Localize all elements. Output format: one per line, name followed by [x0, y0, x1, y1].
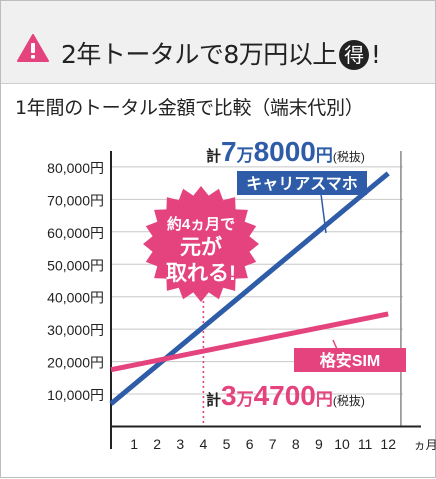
- mvno-series-label: 格安SIM: [320, 351, 380, 370]
- carrier-series-label-box: [237, 171, 367, 195]
- y-tick-label: 10,000円: [47, 387, 104, 403]
- y-tick-label: 40,000円: [47, 290, 104, 306]
- x-tick-label: 12: [380, 436, 396, 452]
- y-tick-label: 60,000円: [47, 225, 104, 241]
- x-tick-label: 11: [358, 436, 373, 452]
- callout-text: 約4ヵ月で: [167, 215, 235, 233]
- headline-exclamation: !: [370, 40, 381, 69]
- x-tick-label: 6: [246, 436, 254, 452]
- x-unit-label: ヵ月: [414, 438, 436, 452]
- y-tick-label: 80,000円: [47, 160, 104, 176]
- mvno-sim-line: [110, 311, 389, 373]
- plot-area: [111, 151, 421, 427]
- mvno-total-annotation: 計3万4700円(税抜): [206, 380, 365, 411]
- headline-text: 2年トータルで8万円以上: [61, 40, 337, 69]
- breakeven-callout-starburst: [143, 186, 259, 302]
- x-tick-label: 8: [292, 436, 300, 452]
- callout-text: 取れる!: [166, 262, 236, 285]
- x-tick-label: 2: [153, 436, 161, 452]
- warning-triangle-icon: [17, 34, 49, 62]
- callout-text: 元が: [180, 235, 222, 259]
- x-tick-label: 7: [269, 436, 277, 452]
- x-tick-label: 5: [223, 436, 231, 452]
- carrier-smartphone-line: [109, 171, 390, 406]
- x-tick-label: 1: [130, 436, 138, 452]
- x-tick-label: 10: [334, 436, 350, 452]
- x-tick-label: 9: [315, 436, 323, 452]
- y-tick-label: 30,000円: [47, 322, 104, 338]
- y-tick-label: 70,000円: [47, 192, 104, 208]
- mvno-label-leader: [332, 339, 338, 350]
- header-banner: 2年トータルで8万円以上得!: [1, 1, 435, 84]
- chart-title: 1年間のトータル金額で比較（端末代別）: [15, 97, 364, 119]
- carrier-total-annotation: 計7万8000円(税抜): [206, 136, 365, 167]
- headline-circle-badge: 得: [338, 40, 369, 70]
- headline: 2年トータルで8万円以上得!: [61, 35, 381, 71]
- x-tick-label: 3: [176, 436, 184, 452]
- carrier-label-leader: [320, 193, 327, 234]
- y-tick-label: 20,000円: [47, 355, 104, 371]
- x-tick-label: 4: [200, 436, 208, 452]
- mvno-series-label-box: [294, 348, 406, 372]
- carrier-series-label: キャリアスマホ: [246, 175, 358, 193]
- y-tick-label: 50,000円: [47, 257, 104, 273]
